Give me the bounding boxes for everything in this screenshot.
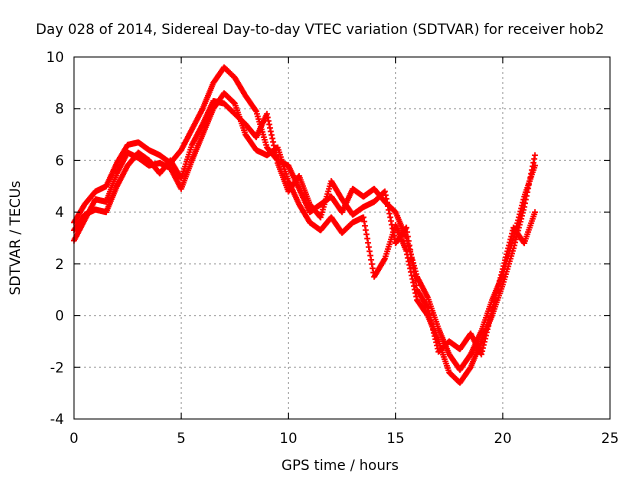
x-tick-label: 25 [601,431,619,447]
y-axis-label: SDTVAR / TECUs [8,181,24,296]
y-tick-label: 8 [55,102,64,118]
x-axis-label: GPS time / hours [281,458,398,474]
y-tick-label: -4 [50,412,64,428]
y-tick-label: 4 [55,205,64,221]
data-markers [71,64,538,386]
x-tick-label: 20 [494,431,512,447]
plot-frame [73,56,611,420]
y-tick-label: 10 [46,50,64,66]
chart-title: Day 028 of 2014, Sidereal Day-to-day VTE… [36,22,604,38]
tick-labels: 0 5 10 15 20 25 -4 -2 0 2 4 6 8 10 [46,50,619,447]
x-tick-label: 5 [177,431,186,447]
series-trace-3 [71,97,538,358]
y-tick-label: 0 [55,309,64,325]
axis-ticks [73,56,611,420]
data-point-marker [531,209,538,216]
data-point-marker [531,152,538,159]
y-tick-label: -2 [50,360,64,376]
x-tick-label: 10 [279,431,297,447]
x-tick-label: 0 [70,431,79,447]
y-tick-label: 2 [55,257,64,273]
x-tick-label: 15 [387,431,405,447]
y-tick-label: 6 [55,153,64,169]
